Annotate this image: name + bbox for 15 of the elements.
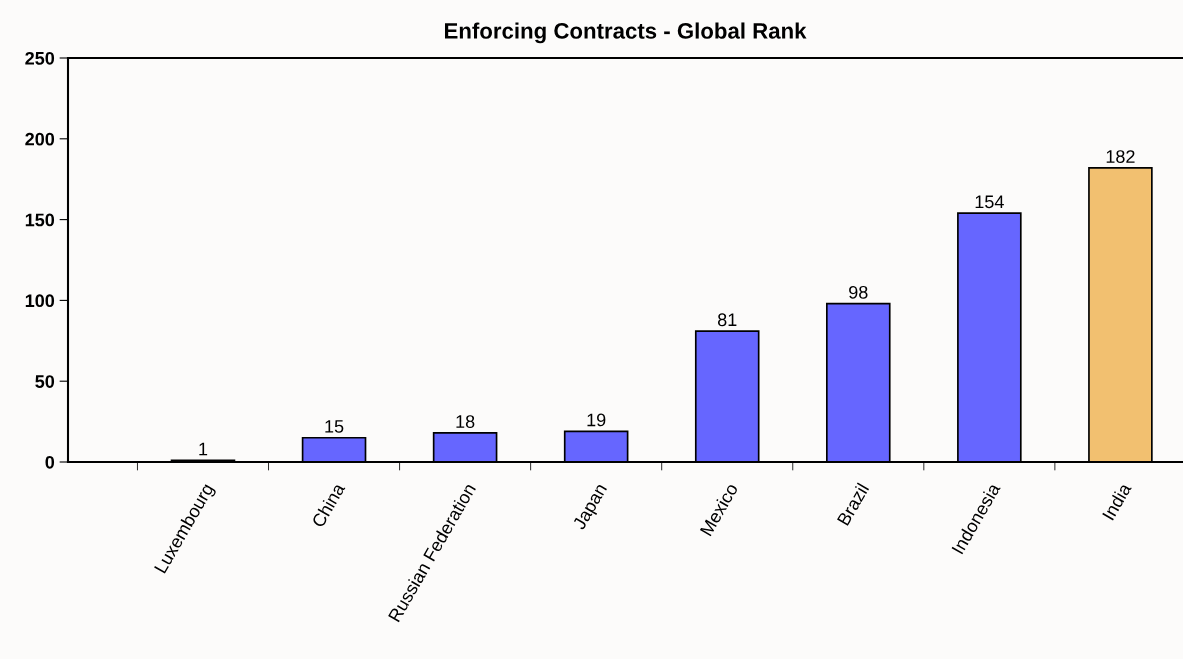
y-tick-label: 50 [35,375,55,388]
data-label: 154 [975,195,1004,209]
data-label: 81 [717,313,737,327]
data-label: 182 [1106,150,1135,163]
y-tick-label: 0 [45,455,55,469]
chart-title: Enforcing Contracts - Global Rank [445,22,807,44]
y-tick-label: 250 [25,51,55,65]
y-tick-label: 100 [25,294,55,308]
data-label: 98 [849,285,868,299]
data-label: 15 [325,420,344,433]
data-label: 1 [199,442,208,456]
y-tick-label: 200 [25,132,55,146]
data-label: 18 [456,415,475,428]
data-label: 19 [587,413,606,427]
y-tick-label: 150 [25,213,55,227]
